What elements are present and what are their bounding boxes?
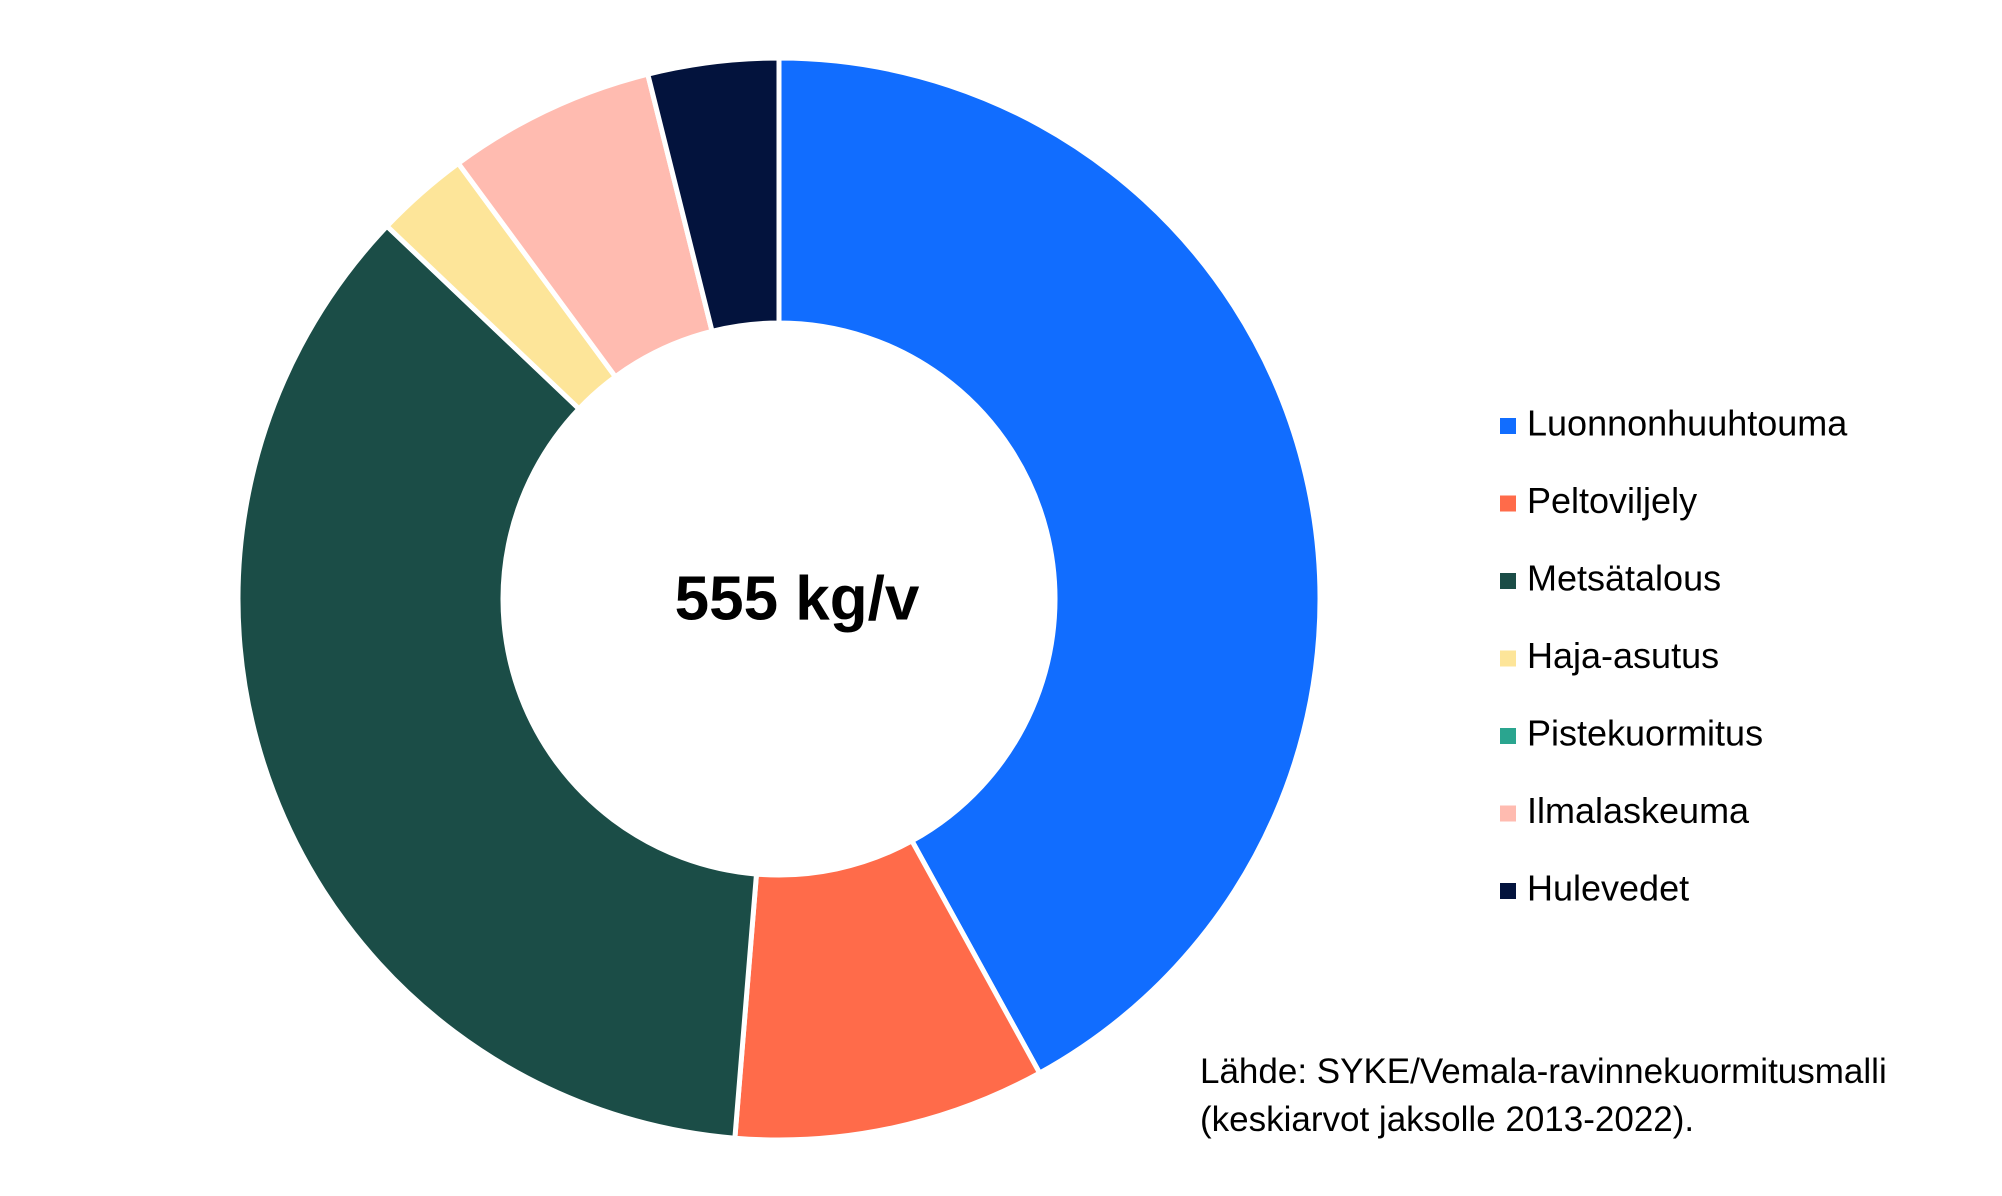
legend-swatch — [1500, 728, 1516, 744]
slice — [235, 222, 760, 1141]
legend-label: Luonnonhuuhtouma — [1527, 403, 1848, 444]
legend-swatch — [1500, 418, 1516, 434]
slice — [644, 55, 782, 335]
legend-swatch — [1500, 650, 1516, 667]
slice — [732, 837, 1044, 1143]
legend-swatch — [1500, 805, 1516, 822]
legend-label: Metsätalous — [1527, 558, 1721, 599]
legend-swatch — [1500, 573, 1516, 589]
source-line: Lähde: SYKE/Vemala-ravinnekuormitusmalli — [1200, 1052, 1887, 1091]
legend-label: Pistekuormitus — [1527, 713, 1763, 754]
legend-swatch — [1500, 883, 1516, 899]
slice — [776, 55, 1323, 1077]
center-label: 555 kg/v — [675, 564, 920, 633]
legend-label: Hulevedet — [1527, 868, 1689, 909]
source-line: (keskiarvot jaksolle 2013-2022). — [1200, 1100, 1694, 1139]
legend-label: Ilmalaskeuma — [1527, 790, 1750, 831]
legend-label: Haja-asutus — [1527, 635, 1719, 676]
legend-swatch — [1500, 495, 1516, 512]
legend-label: Peltoviljely — [1527, 480, 1697, 521]
